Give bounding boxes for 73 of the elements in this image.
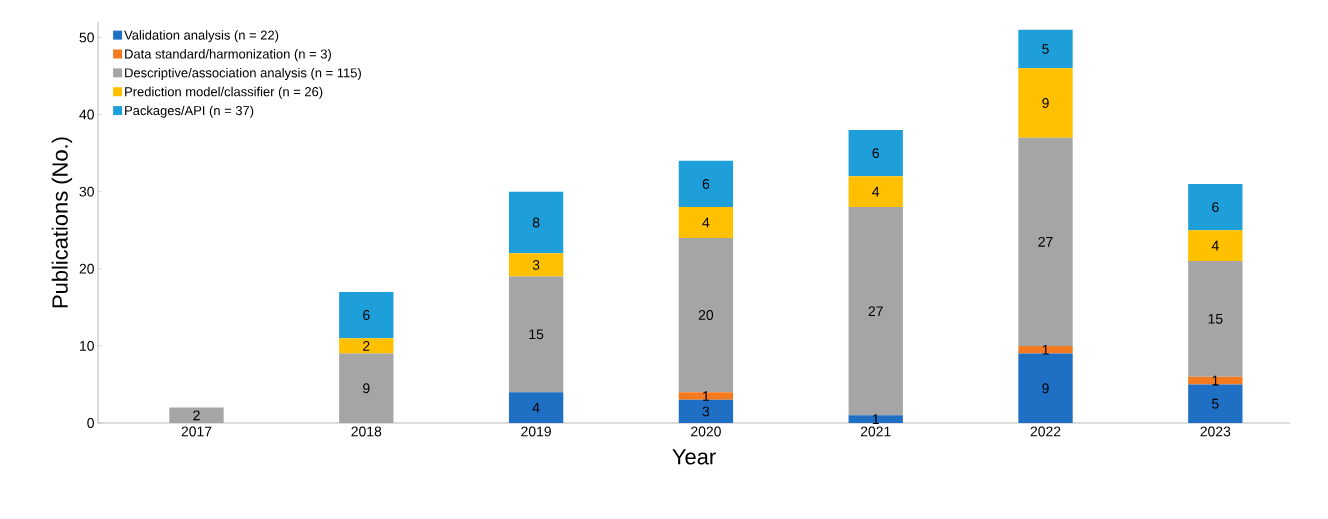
data-label: 9 (1042, 383, 1049, 394)
data-label: 1 (1042, 344, 1049, 355)
legend-label: Packages/API (n = 37) (125, 105, 254, 118)
legend-label: Data standard/harmonization (n = 3) (125, 49, 331, 62)
bar (1188, 183, 1243, 231)
data-label: 9 (363, 383, 370, 394)
y-tick-label: 30 (79, 186, 94, 197)
y-tick-label: 20 (79, 263, 94, 274)
bar (169, 407, 224, 423)
bar (678, 237, 734, 393)
bar (678, 399, 734, 423)
data-label: 2 (193, 410, 200, 421)
bar (848, 415, 903, 423)
x-tick-label: 2017 (181, 426, 212, 437)
legend-label: Prediction model/classifier (n = 26) (125, 86, 323, 99)
legend-label: Descriptive/association analysis (n = 115) (125, 67, 361, 80)
data-label: 4 (872, 186, 880, 197)
bar (848, 129, 903, 177)
x-tick-label: 2023 (1200, 426, 1231, 437)
data-label: 5 (1042, 44, 1049, 54)
y-tick-label: 10 (80, 340, 94, 351)
bar (339, 291, 394, 339)
data-label: 3 (702, 406, 710, 417)
bar (1188, 261, 1243, 377)
bar (508, 191, 564, 254)
bar (1188, 384, 1243, 423)
bar (678, 160, 734, 208)
x-tick-label: 2018 (351, 426, 382, 437)
x-axis-title: Year (672, 449, 716, 465)
bar (508, 276, 564, 393)
bar (508, 392, 564, 423)
data-label: 15 (1208, 314, 1223, 324)
data-label: 4 (532, 402, 540, 413)
bar (848, 176, 903, 208)
x-tick-label: 2021 (860, 426, 891, 437)
bar (339, 353, 394, 423)
data-label: 15 (529, 329, 544, 340)
bar (1018, 353, 1073, 423)
bar (508, 253, 564, 277)
x-tick-label: 2020 (691, 426, 721, 437)
x-tick-label: 2022 (1030, 426, 1061, 437)
data-label: 6 (1212, 202, 1219, 213)
data-label: 9 (1042, 98, 1049, 108)
y-tick-label: 50 (79, 32, 94, 43)
legend-label: Validation analysis (n = 22) (124, 30, 279, 43)
bar (1018, 29, 1073, 69)
y-tick-label: 0 (87, 418, 94, 428)
bar (339, 338, 394, 354)
bar (848, 207, 903, 416)
data-label: 4 (1211, 240, 1219, 251)
data-label: 27 (868, 306, 883, 317)
data-label: 6 (872, 148, 879, 159)
data-label: 27 (1038, 236, 1053, 247)
data-label: 20 (698, 310, 714, 320)
data-label: 4 (702, 217, 710, 228)
data-label: 1 (872, 414, 879, 424)
x-tick-label: 2019 (521, 426, 551, 437)
data-label: 1 (1212, 375, 1219, 386)
data-label: 6 (702, 178, 710, 189)
bar (1188, 230, 1243, 262)
data-label: 3 (532, 259, 540, 270)
bar (1018, 345, 1073, 354)
y-tick-label: 40 (79, 109, 94, 120)
bar (678, 392, 734, 400)
data-label: 2 (363, 341, 370, 351)
bar (1018, 137, 1073, 346)
bar (678, 207, 734, 238)
data-label: 6 (363, 310, 370, 320)
data-label: 8 (532, 217, 540, 228)
data-label: 1 (703, 391, 710, 401)
y-axis-title: Publications (No.) (51, 137, 73, 308)
data-label: 5 (1212, 398, 1219, 409)
bar (1018, 68, 1073, 138)
